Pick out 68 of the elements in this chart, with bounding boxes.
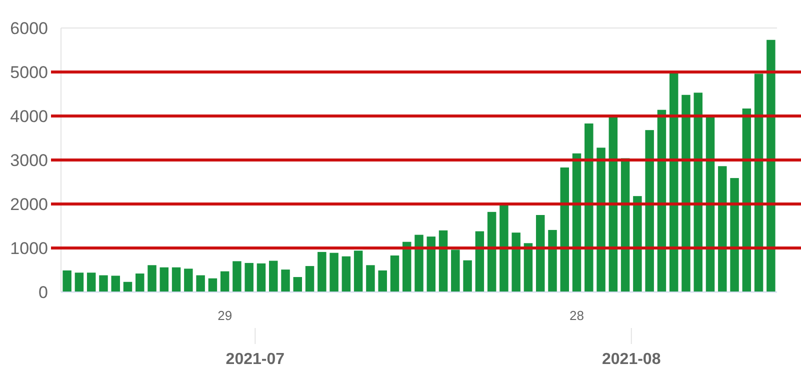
bar bbox=[536, 215, 545, 292]
bar bbox=[524, 243, 533, 292]
bar bbox=[196, 275, 205, 292]
bar bbox=[99, 275, 108, 292]
bar bbox=[742, 108, 752, 292]
bar bbox=[487, 212, 496, 292]
bar bbox=[402, 242, 412, 292]
y-tick-label: 6000 bbox=[10, 18, 48, 38]
bar bbox=[438, 230, 448, 292]
bar bbox=[572, 153, 582, 292]
bar bbox=[633, 196, 642, 292]
bar bbox=[596, 148, 606, 292]
bar bbox=[293, 277, 302, 292]
x2-tick-label: 2021-08 bbox=[602, 351, 661, 368]
x2-tick-label: 2021-07 bbox=[226, 351, 285, 368]
bar bbox=[657, 110, 666, 292]
bar bbox=[414, 234, 424, 292]
bar bbox=[160, 267, 169, 292]
bar bbox=[390, 255, 400, 292]
y-tick-label: 1000 bbox=[10, 238, 48, 258]
y-tick-label: 2000 bbox=[10, 194, 48, 214]
bar bbox=[172, 267, 181, 292]
bar bbox=[426, 236, 436, 292]
bar bbox=[451, 250, 460, 292]
bar bbox=[184, 268, 193, 292]
bar bbox=[620, 158, 630, 292]
y-tick-label: 0 bbox=[38, 282, 48, 302]
bar bbox=[281, 270, 290, 292]
bar bbox=[62, 270, 72, 292]
bar bbox=[330, 252, 338, 292]
bar bbox=[269, 260, 278, 292]
bar bbox=[682, 94, 690, 292]
y-tick-label: 3000 bbox=[10, 150, 48, 170]
bar bbox=[232, 261, 242, 292]
bar bbox=[148, 265, 156, 292]
bar bbox=[256, 263, 266, 292]
bar bbox=[354, 250, 363, 292]
bar bbox=[220, 271, 230, 292]
bar bbox=[111, 276, 120, 292]
bar bbox=[560, 167, 569, 292]
bar bbox=[305, 266, 314, 292]
bar bbox=[584, 123, 594, 292]
bar bbox=[366, 265, 375, 292]
y-tick-label: 5000 bbox=[10, 62, 48, 82]
bar bbox=[730, 178, 739, 292]
bar bbox=[766, 40, 776, 292]
bar bbox=[463, 260, 472, 292]
bar bbox=[123, 282, 132, 292]
bar bbox=[74, 272, 84, 292]
x-tick-label: 29 bbox=[218, 308, 232, 323]
bar bbox=[378, 270, 387, 292]
bar bbox=[475, 231, 484, 292]
bar bbox=[548, 230, 557, 292]
bar bbox=[669, 72, 678, 292]
bar bbox=[512, 232, 520, 292]
y-tick-label: 4000 bbox=[10, 106, 48, 126]
bar bbox=[86, 272, 96, 292]
bar bbox=[500, 204, 508, 292]
bar bbox=[318, 252, 326, 292]
bar bbox=[754, 74, 764, 292]
bar bbox=[244, 262, 254, 292]
bar bbox=[208, 278, 218, 292]
bar bbox=[342, 256, 351, 292]
bar bbox=[136, 274, 144, 292]
x-tick-label: 28 bbox=[570, 308, 584, 323]
bar bbox=[718, 166, 727, 292]
bar bbox=[645, 130, 654, 292]
bar bbox=[694, 92, 702, 292]
